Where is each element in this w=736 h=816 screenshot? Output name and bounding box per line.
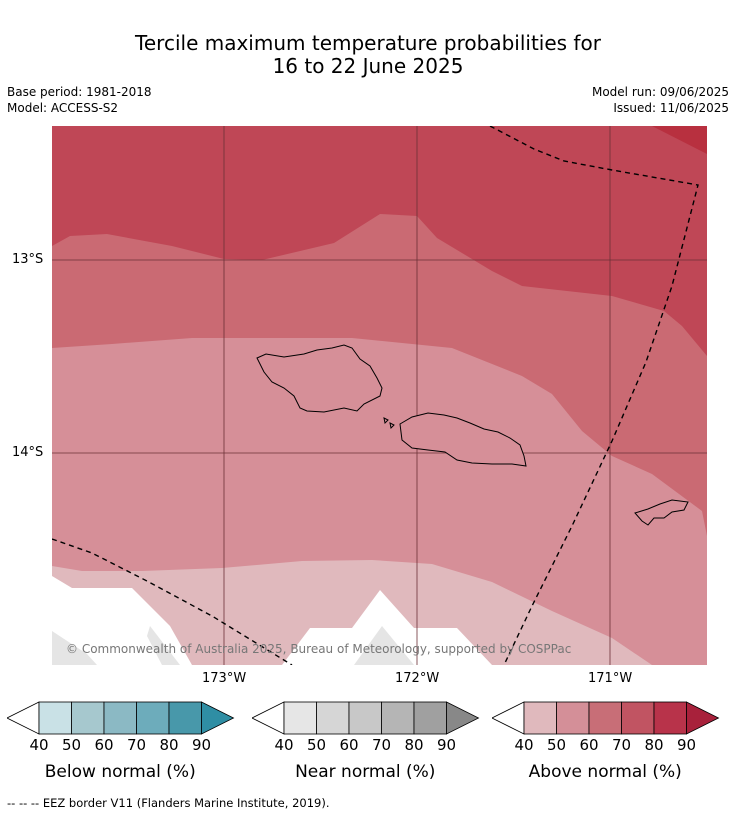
colorbar-segment	[38, 701, 72, 735]
colorbar-tick-label: 80	[644, 736, 663, 754]
lon-label-173w: 173°W	[202, 671, 247, 686]
near-normal-zone-west	[52, 631, 97, 665]
near-normal-colorbar: 40 50 60 70 80 90 Near normal (%)	[251, 700, 482, 800]
base-period: Base period: 1981-2018	[7, 85, 152, 99]
colorbar-under-triangle	[491, 701, 525, 735]
colorbar-segment	[136, 701, 170, 735]
near-normal-zone-west-2	[147, 626, 180, 665]
colorbar-title: Below normal (%)	[45, 762, 196, 782]
lon-label-171w: 171°W	[588, 671, 633, 686]
colorbar-segment	[168, 701, 202, 735]
colorbar-tick-label: 40	[514, 736, 533, 754]
colorbar-graphic: 40 50 60 70 80 90 Below normal (%)	[6, 701, 235, 782]
probability-map: © Commonwealth of Australia 2025, Bureau…	[52, 126, 707, 665]
colorbar-tick-label: 60	[339, 736, 358, 754]
above-normal-colorbar: 40 50 60 70 80 90 Above normal (%)	[491, 700, 722, 800]
lat-label-13s: 13°S	[12, 252, 44, 267]
colorbar-segment	[283, 701, 317, 735]
eez-border-east	[489, 126, 699, 665]
eez-border-west	[52, 538, 293, 665]
map-copyright: © Commonwealth of Australia 2025, Bureau…	[66, 642, 571, 656]
islet-2	[389, 422, 395, 430]
map-title-line-2: 16 to 22 June 2025	[272, 54, 464, 78]
colorbar-segment	[348, 701, 382, 735]
colorbar-segment	[523, 701, 557, 735]
colorbar-tick-label: 40	[274, 736, 293, 754]
colorbar-tick-label: 90	[437, 736, 456, 754]
colorbar-over-triangle	[686, 701, 720, 735]
colorbar-segment	[381, 701, 415, 735]
colorbar-tick-label: 60	[579, 736, 598, 754]
above-90-zone	[652, 126, 707, 154]
upolu-island	[399, 412, 527, 467]
colorbar-segment	[103, 701, 137, 735]
below-normal-colorbar: 40 50 60 70 80 90 Below normal (%)	[6, 700, 237, 800]
colorbar-tick-label: 40	[29, 736, 48, 754]
colorbar-segment	[621, 701, 655, 735]
islet-1	[383, 417, 389, 425]
colorbar-segment	[316, 701, 350, 735]
issued-date: Issued: 11/06/2025	[613, 101, 729, 115]
colorbar-under-triangle	[6, 701, 40, 735]
colorbar-tick-label: 50	[547, 736, 566, 754]
no-signal-zone-centre	[282, 590, 492, 665]
colorbar-segment	[653, 701, 687, 735]
colorbar-under-triangle	[251, 701, 285, 735]
colorbar-title: Near normal (%)	[295, 762, 435, 782]
colorbar-segment	[588, 701, 622, 735]
colorbar-tick-label: 70	[127, 736, 146, 754]
savaii-island	[256, 344, 383, 413]
lon-label-172w: 172°W	[395, 671, 440, 686]
model-name: Model: ACCESS-S2	[7, 101, 119, 115]
map-title-line-1: Tercile maximum temperature probabilitie…	[135, 31, 601, 55]
colorbar-tick-label: 90	[677, 736, 696, 754]
tutuila-island	[634, 499, 689, 526]
near-normal-zone-centre	[354, 626, 414, 665]
colorbar-segment	[413, 701, 447, 735]
colorbar-tick-label: 70	[372, 736, 391, 754]
colorbar-over-triangle	[446, 701, 480, 735]
colorbar-tick-label: 60	[94, 736, 113, 754]
colorbar-tick-label: 80	[159, 736, 178, 754]
colorbar-segment	[71, 701, 105, 735]
colorbar-tick-label: 50	[62, 736, 81, 754]
colorbar-tick-label: 70	[612, 736, 631, 754]
colorbar-graphic: 40 50 60 70 80 90 Above normal (%)	[491, 701, 720, 782]
colorbar-tick-label: 50	[307, 736, 326, 754]
lat-label-14s: 14°S	[12, 445, 44, 460]
above-40-zone	[52, 560, 652, 665]
colorbar-title: Above normal (%)	[529, 762, 682, 782]
model-run-date: Model run: 09/06/2025	[591, 85, 729, 99]
colorbar-tick-label: 80	[404, 736, 423, 754]
colorbar-over-triangle	[201, 701, 235, 735]
eez-footnote: -- -- -- EEZ border V11 (Flanders Marine…	[7, 796, 330, 810]
colorbar-tick-label: 90	[192, 736, 211, 754]
colorbar-segment	[556, 701, 590, 735]
